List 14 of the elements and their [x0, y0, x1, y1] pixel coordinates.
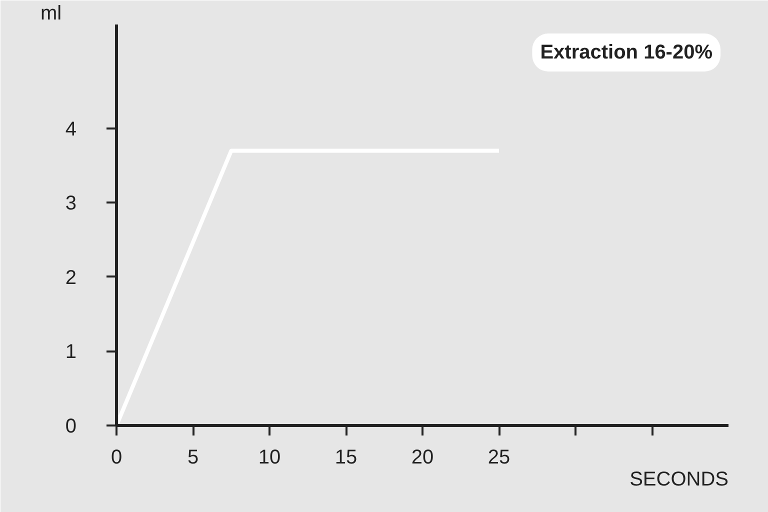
x-axis-title: SECONDS: [630, 468, 728, 490]
y-tick-label: 4: [65, 118, 76, 140]
x-tick-label: 5: [187, 446, 199, 468]
x-tick-label: 0: [110, 446, 122, 468]
x-tick-label: 25: [488, 446, 510, 468]
annotation: Extraction 16-20%: [540, 42, 713, 64]
x-tick-label: 10: [258, 446, 281, 468]
y-tick-label: 3: [65, 192, 76, 215]
x-tick-label: 15: [334, 446, 358, 468]
y-tick-label: 2: [65, 266, 76, 289]
x-tick-label: 20: [411, 446, 434, 468]
y-tick-label: 0: [65, 416, 76, 438]
y-axis-title: ml: [40, 2, 62, 24]
y-tick-label: 1: [65, 341, 76, 364]
